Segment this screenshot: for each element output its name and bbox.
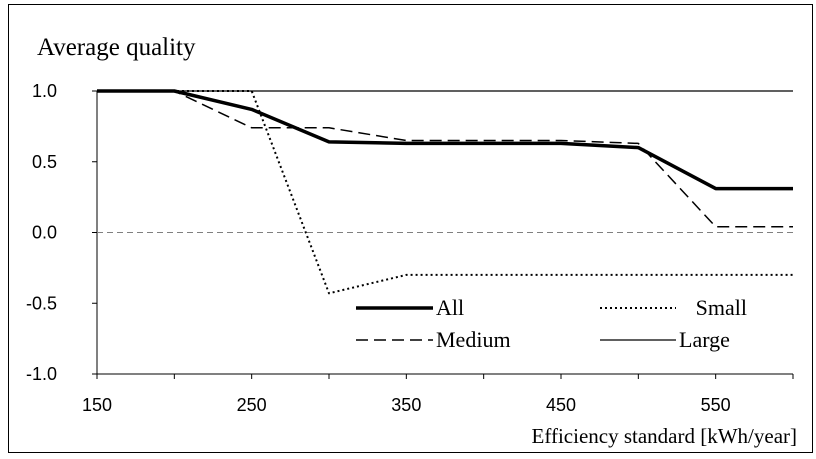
series-line-small [97, 90, 793, 295]
chart-frame [8, 4, 813, 453]
legend-label-all: All [436, 295, 464, 320]
x-axis-label: Efficiency standard [kWh/year] [532, 424, 797, 448]
x-tick-label: 450 [546, 395, 576, 415]
x-tick-label: 550 [701, 395, 731, 415]
x-tick-label: 250 [237, 395, 267, 415]
axes: 1.0 0.5 0.0 -0.5 -1.0 150 250 350 450 550 [26, 81, 794, 415]
legend-label-medium: Medium [436, 327, 511, 352]
legend-label-large: Large [679, 327, 730, 352]
series-line-all [97, 89, 793, 191]
y-tick-label: -0.5 [26, 293, 57, 313]
chart-title: Average quality [37, 34, 196, 61]
legend: All Small Medium Large [356, 295, 747, 352]
series-layer [97, 89, 793, 295]
series-line-medium [97, 90, 793, 228]
y-tick-label: -1.0 [26, 364, 57, 384]
x-tick-label: 150 [82, 395, 112, 415]
x-tick-label: 350 [391, 395, 421, 415]
y-tick-label: 0.5 [32, 152, 57, 172]
y-tick-label: 0.0 [32, 223, 57, 243]
legend-label-small: Small [696, 295, 747, 320]
y-tick-label: 1.0 [32, 81, 57, 101]
